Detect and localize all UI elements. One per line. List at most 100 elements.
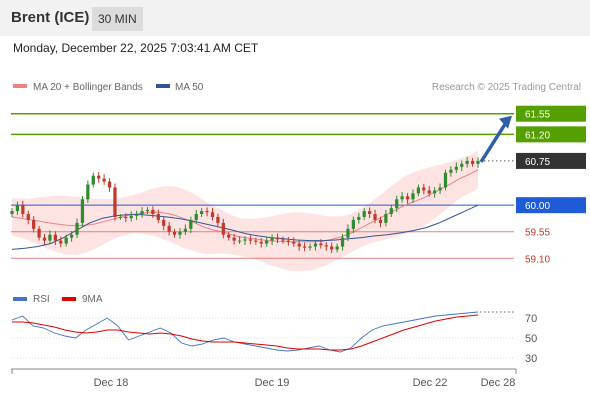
last-price-label-bg	[516, 152, 586, 169]
rsi-panel: 70 50 30	[11, 311, 537, 365]
candle-body	[151, 209, 155, 215]
candle-body	[210, 212, 215, 217]
rsi-tick-label: 50	[525, 333, 537, 345]
rsi-ma-legend-swatch	[62, 297, 76, 301]
candle-body	[118, 216, 122, 218]
candle-body	[292, 241, 296, 244]
candle-body	[189, 219, 193, 229]
candle-body	[422, 187, 426, 191]
candle-body	[248, 239, 253, 241]
forecast-arrow	[479, 121, 508, 163]
candles-layer	[10, 156, 480, 254]
support-label: 59.10	[525, 254, 550, 265]
candle-body	[200, 211, 204, 215]
candle-body	[102, 178, 106, 182]
candle-body	[178, 231, 182, 235]
candle-body	[135, 214, 139, 216]
candle-body	[416, 187, 421, 194]
bollinger-band-area	[12, 150, 478, 272]
pivot-label-bg	[516, 197, 586, 214]
candle-body	[10, 211, 14, 215]
candle-body	[42, 237, 47, 241]
candle-body	[227, 234, 231, 238]
candle-body	[107, 181, 112, 188]
rsi-legend-label: RSI	[33, 294, 50, 305]
candle-body	[69, 234, 74, 238]
x-axis: Dec 18 Dec 19 Dec 22 Dec 28	[11, 368, 517, 389]
candle-body	[470, 160, 475, 164]
rsi-tick-label: 70	[525, 313, 537, 325]
candle-body	[64, 237, 68, 244]
candle-body	[286, 240, 290, 242]
candle-body	[275, 237, 280, 240]
candle-body	[319, 243, 323, 246]
support-label: 59.55	[525, 228, 550, 239]
candle-body	[37, 228, 41, 238]
candle-body	[384, 214, 388, 223]
candle-body	[91, 175, 95, 185]
candle-body	[15, 205, 20, 212]
candle-body	[259, 241, 263, 244]
candle-body	[265, 240, 269, 244]
candle-body	[449, 169, 453, 173]
candle-body	[205, 211, 209, 213]
overlay-layer	[479, 115, 512, 163]
candle-body	[243, 239, 247, 241]
candle-body	[357, 216, 361, 220]
candle-body	[156, 214, 160, 220]
ma50-legend-label: MA 50	[175, 82, 204, 93]
candle-body	[80, 199, 85, 223]
candle-body	[297, 243, 301, 247]
header-bar: Brent (ICE) 30 MIN	[0, 0, 590, 36]
candle-body	[183, 228, 188, 232]
last-price-label: 60.75	[525, 157, 550, 168]
candle-body	[378, 219, 383, 223]
candle-body	[167, 225, 171, 232]
candle-body	[308, 246, 312, 248]
candle-body	[389, 208, 393, 215]
x-tick-label: Dec 28	[481, 377, 516, 389]
candle-body	[454, 166, 458, 170]
candle-body	[373, 214, 377, 220]
candle-body	[324, 245, 328, 247]
ma20-legend-swatch	[13, 84, 27, 88]
resistance-label: 61.55	[525, 110, 550, 121]
candle-body	[59, 240, 63, 244]
candle-body	[140, 211, 144, 215]
timeframe-badge[interactable]: 30 MIN	[92, 7, 143, 31]
candle-body	[124, 216, 128, 219]
candle-body	[129, 215, 133, 219]
candle-body	[368, 211, 372, 215]
candle-body	[53, 234, 57, 241]
candle-body	[194, 214, 198, 220]
candle-body	[433, 190, 437, 194]
candle-body	[335, 246, 339, 250]
rsi-tick-label: 30	[525, 353, 537, 365]
candle-body	[400, 196, 404, 200]
levels-layer: 61.55 61.20 60.75 60.00 59.55 59.10	[11, 105, 586, 265]
resistance-label-bg	[516, 105, 586, 122]
candle-body	[438, 187, 442, 191]
rsi-legend-swatch	[13, 297, 27, 301]
rsi-ma-legend-label: 9MA	[82, 294, 103, 305]
candle-body	[97, 175, 101, 179]
candle-body	[460, 163, 464, 167]
ma50-line	[11, 204, 479, 250]
candle-body	[395, 199, 399, 209]
ma20-legend-label: MA 20 + Bollinger Bands	[33, 82, 143, 93]
candle-body	[237, 240, 242, 242]
candle-body	[216, 216, 220, 223]
candle-body	[21, 205, 25, 215]
resistance-label: 61.20	[525, 130, 550, 141]
x-tick-label: Dec 18	[94, 377, 129, 389]
candle-body	[405, 196, 410, 200]
rsi-ma-line	[12, 314, 479, 351]
instrument-title: Brent (ICE)	[11, 9, 90, 26]
bollinger-bands	[12, 150, 478, 272]
candle-body	[411, 193, 415, 200]
candle-body	[32, 219, 36, 229]
candle-body	[254, 240, 258, 242]
candle-body	[330, 246, 334, 250]
candle-body	[281, 239, 285, 241]
